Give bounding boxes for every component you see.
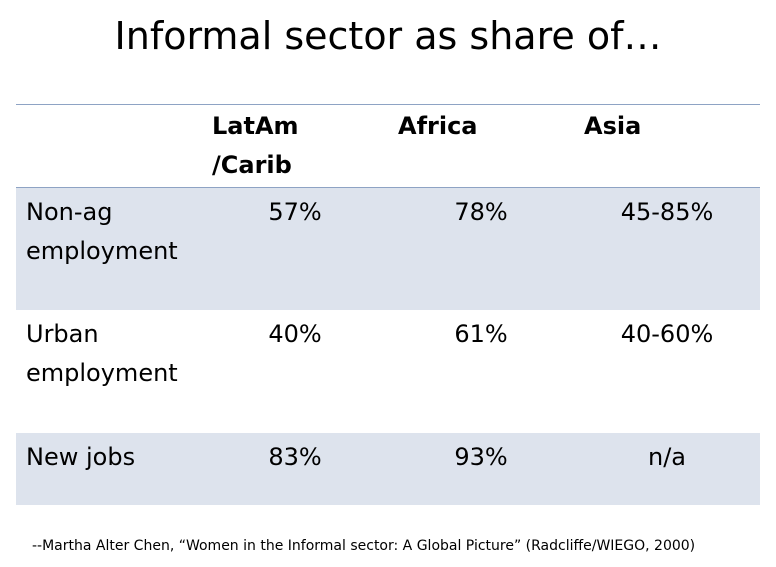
- table-cell: 83%: [268, 443, 322, 471]
- row-background: [16, 433, 760, 505]
- column-header: Asia: [584, 112, 642, 140]
- table-rule: [16, 104, 760, 105]
- citation: --Martha Alter Chen, “Women in the Infor…: [32, 538, 696, 554]
- table-cell: 78%: [454, 198, 508, 226]
- table-cell: 93%: [454, 443, 508, 471]
- row-label: Non-ag: [26, 198, 113, 226]
- slide-title: Informal sector as share of…: [114, 14, 662, 58]
- table-cell: n/a: [647, 443, 686, 471]
- table-cell: 45-85%: [620, 198, 714, 226]
- column-header: /Carib: [212, 151, 292, 179]
- row-label: employment: [26, 237, 178, 265]
- column-header: Africa: [398, 112, 478, 140]
- table-cell: 40-60%: [620, 320, 714, 348]
- column-header: LatAm: [212, 112, 299, 140]
- table-rule: [16, 187, 760, 188]
- row-label: Urban: [26, 320, 99, 348]
- table-cell: 40%: [268, 320, 322, 348]
- row-background: [16, 188, 760, 310]
- row-background: [16, 310, 760, 433]
- table-cell: 61%: [454, 320, 508, 348]
- row-label: New jobs: [26, 443, 136, 471]
- table-cell: 57%: [268, 198, 322, 226]
- row-label: employment: [26, 359, 178, 387]
